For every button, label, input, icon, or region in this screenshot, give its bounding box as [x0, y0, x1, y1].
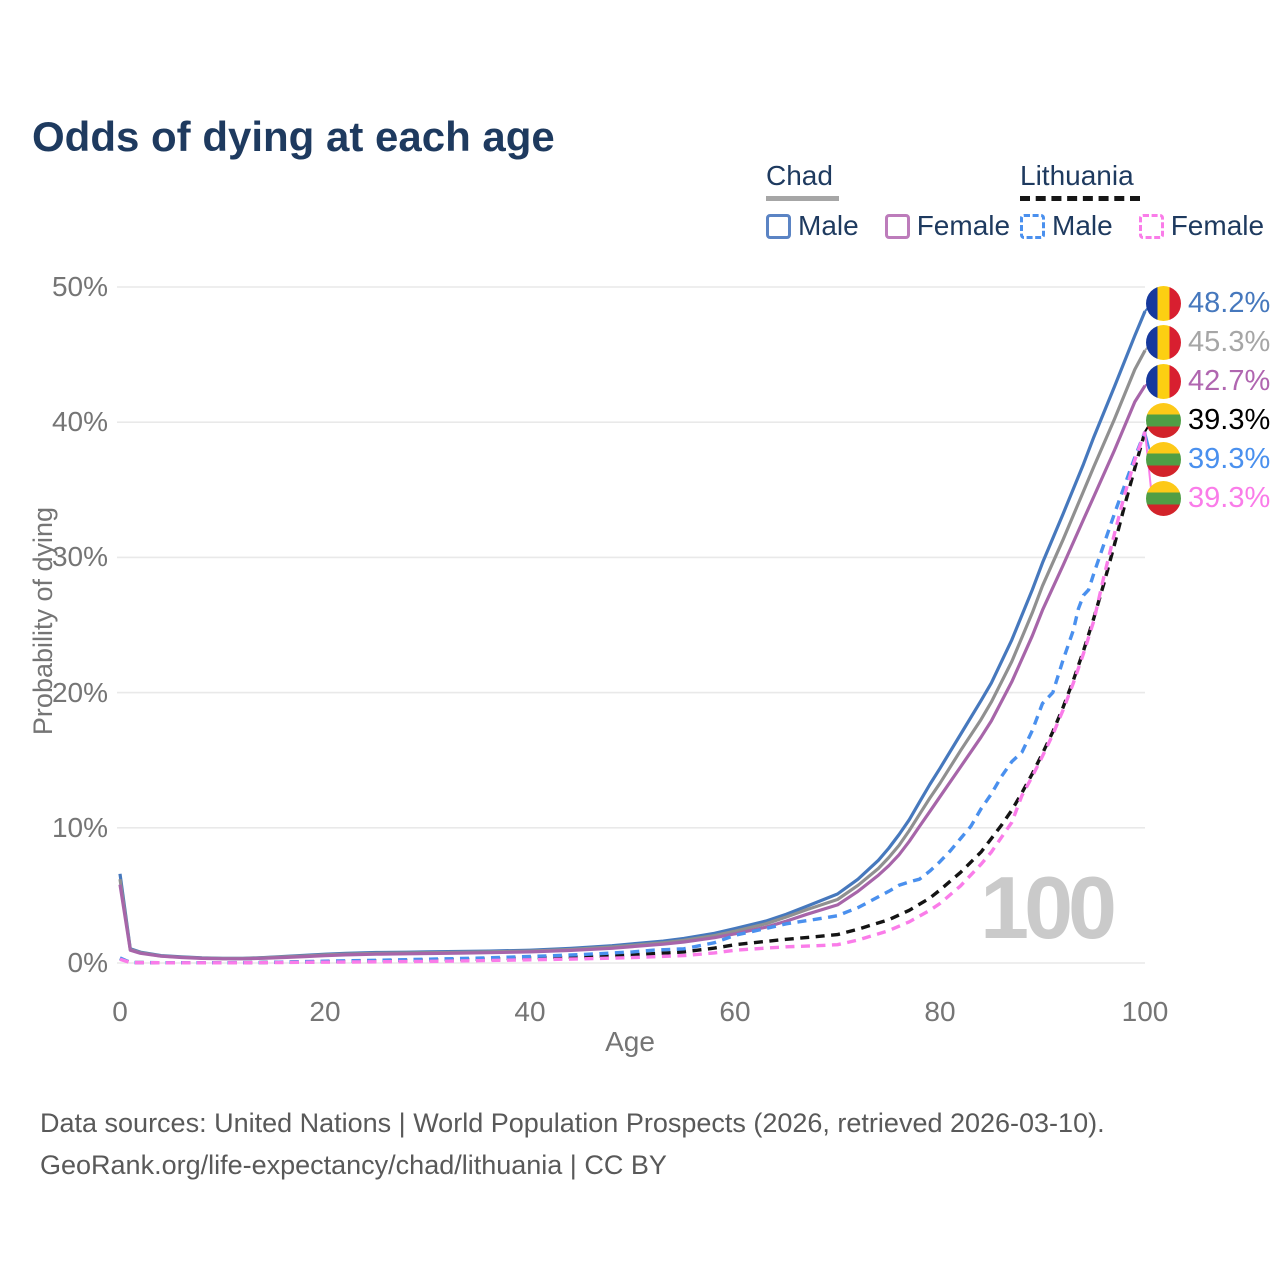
- legend-country-label-lithuania: Lithuania: [1020, 160, 1140, 201]
- y-tick-label-50%: 50%: [51, 271, 108, 302]
- end-label-row-lithuania-5: 39.3%: [1146, 479, 1270, 517]
- data-sources-line: Data sources: United Nations | World Pop…: [40, 1108, 1105, 1138]
- x-tick-label-0: 0: [112, 996, 128, 1027]
- legend-item-label: Female: [916, 210, 1011, 241]
- legend-item-label: Male: [798, 210, 859, 241]
- legend-item-lithuania-male[interactable]: Male: [1020, 210, 1113, 242]
- x-tick-label-60: 60: [719, 996, 751, 1027]
- chart-title: Odds of dying at each age: [32, 113, 555, 161]
- end-label-row-lithuania-3: 39.3%: [1146, 401, 1270, 439]
- age-counter-watermark: 100: [980, 858, 1117, 957]
- x-tick-label-20: 20: [309, 996, 341, 1027]
- legend-checkbox-lithuania-male[interactable]: [1020, 213, 1045, 239]
- end-value-label: 45.3%: [1188, 325, 1271, 358]
- lithuania-flag-icon: [1146, 402, 1181, 438]
- end-value-label: 42.7%: [1188, 364, 1271, 397]
- legend-item-chad-female[interactable]: Female: [884, 210, 1011, 242]
- end-value-label: 39.3%: [1188, 442, 1271, 475]
- x-tick-label-100: 100: [1121, 996, 1169, 1027]
- end-label-row-chad-1: 45.3%: [1146, 323, 1270, 361]
- y-tick-label-40%: 40%: [51, 406, 108, 438]
- chad-flag-icon: [1146, 324, 1181, 360]
- y-tick-label-20%: 20%: [51, 676, 108, 708]
- legend-item-lithuania-female[interactable]: Female: [1138, 210, 1265, 242]
- lithuania-flag-icon: [1146, 480, 1181, 516]
- chad-flag-icon: [1146, 363, 1181, 399]
- x-axis-title: Age: [605, 1026, 655, 1057]
- legend-checkbox-chad-male[interactable]: [766, 213, 791, 239]
- y-tick-label-0%: 0%: [67, 947, 108, 978]
- series-line-lithuania-female[interactable]: [119, 431, 1147, 965]
- lithuania-flag-icon: [1146, 441, 1181, 477]
- x-tick-label-40: 40: [514, 996, 546, 1027]
- series-line-chad-female[interactable]: [118, 384, 1147, 961]
- y-tick-label-10%: 10%: [51, 811, 108, 843]
- x-tick-label-80: 80: [924, 996, 956, 1027]
- end-label-row-lithuania-4: 39.3%: [1146, 440, 1270, 478]
- y-axis-title: Probability of dying: [28, 506, 58, 736]
- attribution-line: GeoRank.org/life-expectancy/chad/lithuan…: [40, 1150, 667, 1180]
- legend-checkbox-lithuania-female[interactable]: [1138, 213, 1164, 239]
- end-value-label: 48.2%: [1188, 286, 1271, 319]
- legend-item-label: Male: [1052, 210, 1113, 241]
- end-label-row-chad-0: 48.2%: [1146, 284, 1270, 322]
- legend-item-label: Female: [1170, 210, 1265, 241]
- legend-country-label-chad: Chad: [766, 160, 839, 201]
- footer: Data sources: United Nations | World Pop…: [40, 1102, 1105, 1186]
- end-value-label: 39.3%: [1188, 481, 1271, 514]
- end-label-row-chad-2: 42.7%: [1146, 362, 1270, 400]
- legend-item-chad-male[interactable]: Male: [766, 210, 859, 242]
- chad-flag-icon: [1146, 285, 1181, 321]
- y-tick-label-30%: 30%: [51, 541, 108, 573]
- series-line-lithuania-male[interactable]: [119, 431, 1147, 965]
- legend-checkbox-chad-female[interactable]: [884, 213, 910, 239]
- end-value-label: 39.3%: [1188, 403, 1271, 436]
- legend-group-chad: Chad Male Female: [766, 160, 1010, 242]
- legend-group-lithuania: Lithuania Male Female: [1020, 160, 1264, 242]
